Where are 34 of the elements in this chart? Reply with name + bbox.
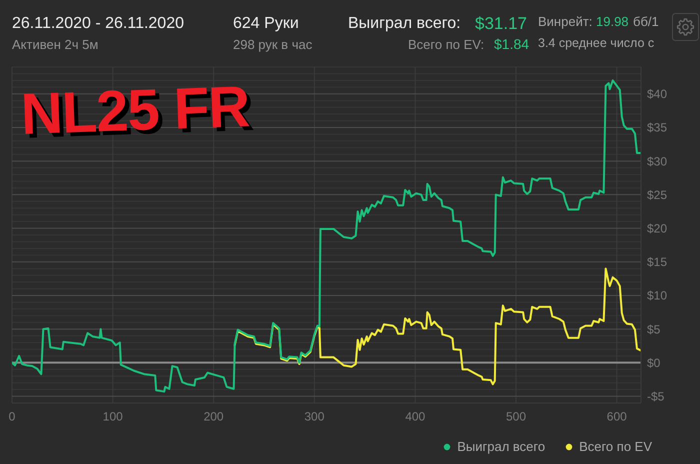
y-tick-label: $15 <box>647 255 668 270</box>
y-tick-label: $0 <box>647 356 661 370</box>
text: 624 Руки <box>233 14 299 32</box>
line-series <box>12 79 641 393</box>
x-tick-label: 500 <box>506 410 526 424</box>
y-tick-label: $20 <box>647 222 668 236</box>
text: $31.17 <box>475 14 527 34</box>
x-tick-label: 0 <box>8 410 16 424</box>
text: 19.98 <box>596 14 629 29</box>
y-tick-label: -$5 <box>647 390 665 404</box>
y-tick-label: $40 <box>647 87 668 102</box>
x-tick-label: 300 <box>304 410 325 424</box>
text: $1.84 <box>494 36 530 52</box>
text: Всего по EV: <box>408 37 484 52</box>
text: Выиграл всего: <box>348 14 461 32</box>
annotation: NL25 FR <box>20 74 250 147</box>
x-tick-label: 200 <box>204 410 224 424</box>
x-tick-label: 400 <box>405 410 426 424</box>
line-series <box>234 268 641 386</box>
x-tick-label: 600 <box>606 410 628 424</box>
text: 298 рук в час <box>233 37 312 52</box>
y-tick-label: $5 <box>647 322 661 336</box>
legend-label: Выиграл всего <box>457 439 546 454</box>
y-tick-label: $30 <box>647 154 668 168</box>
text: Винрейт: <box>538 14 592 29</box>
y-tick-label: $25 <box>647 188 668 202</box>
text: бб/1 <box>633 14 659 29</box>
y-tick-label: $35 <box>647 120 668 135</box>
x-tick-label: 100 <box>102 410 124 424</box>
y-tick-label: $10 <box>647 288 668 303</box>
text: 3.4 среднее число с <box>538 36 654 50</box>
legend-label: Всего по EV <box>579 439 652 454</box>
text: Активен 2ч 5м <box>12 37 98 52</box>
chart-title: 26.11.2020 - 26.11.2020 <box>12 14 184 32</box>
